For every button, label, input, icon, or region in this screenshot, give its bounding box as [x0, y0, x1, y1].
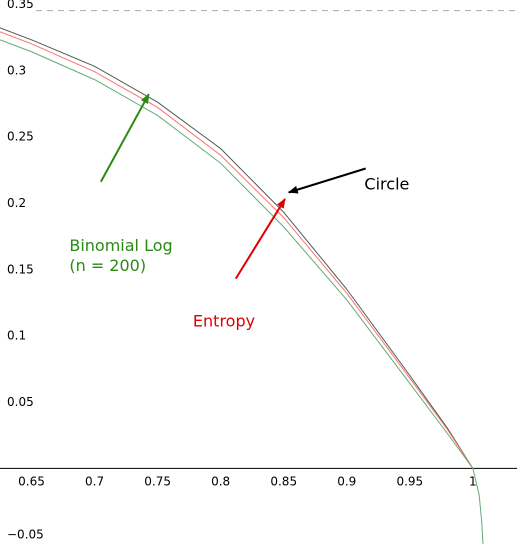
x-tick-label: 0.65 — [18, 474, 45, 488]
annotation-arrow-binomial-log — [100, 93, 150, 183]
x-tick-label: 0.95 — [396, 474, 423, 488]
y-tick-label: 0.35 — [7, 0, 34, 11]
annotation-arrow-circle — [287, 167, 366, 194]
series-line-binomial-log — [0, 39, 484, 544]
annotations-layer: Circle Entropy Binomial Log (n = 200) — [69, 93, 409, 330]
annotation-line: Entropy — [193, 311, 255, 330]
series-line-entropy — [0, 31, 474, 469]
y-tick-label: 0.1 — [7, 329, 26, 343]
x-tick-label: 0.85 — [270, 474, 297, 488]
x-tick-label: 0.75 — [144, 474, 171, 488]
annotation-label-circle: Circle — [364, 175, 409, 194]
annotation-line: Binomial Log — [69, 236, 172, 255]
annotation-label-binomial-log: Binomial Log (n = 200) — [69, 236, 172, 275]
x-tick-label: 1 — [469, 474, 477, 488]
y-tick-label: 0.3 — [7, 63, 26, 77]
annotation-label-entropy: Entropy — [193, 311, 255, 330]
y-tick-label: −0.05 — [7, 528, 44, 542]
annotation-line: Circle — [364, 175, 409, 194]
series-layer — [0, 27, 484, 544]
x-tick-label: 0.7 — [85, 474, 104, 488]
x-tick-label: 0.8 — [211, 474, 230, 488]
annotation-arrow-entropy — [234, 198, 286, 280]
y-tick-label: 0.15 — [7, 262, 34, 276]
annotation-line: (n = 200) — [69, 256, 146, 275]
y-tick-label: 0.2 — [7, 196, 26, 210]
y-tick-label: 0.05 — [7, 395, 34, 409]
series-line-circle — [0, 27, 474, 469]
x-tick-label: 0.9 — [337, 474, 356, 488]
tick-labels: 0.65 0.7 0.75 0.8 0.85 0.9 0.95 1 −0.05 0.05 0.1 0.… — [7, 0, 477, 542]
y-tick-label: 0.25 — [7, 130, 34, 144]
